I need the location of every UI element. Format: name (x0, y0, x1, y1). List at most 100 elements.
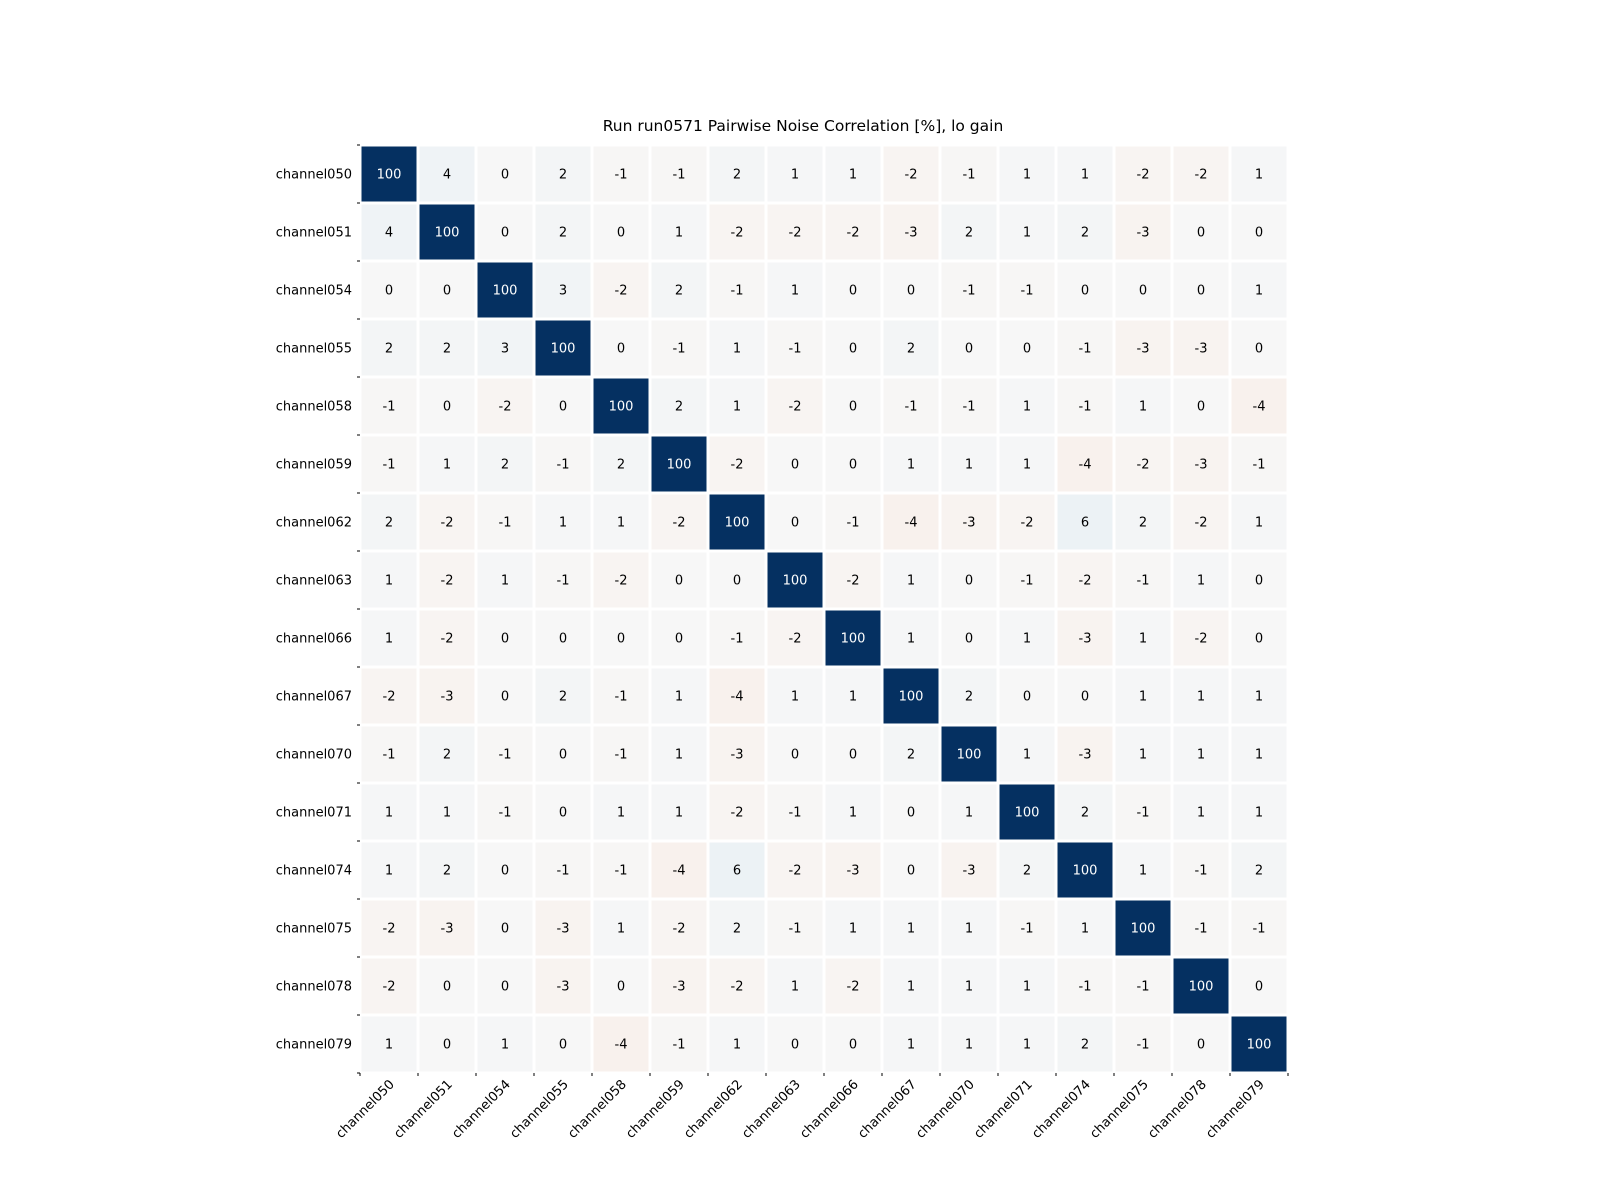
cell-value-label: 2 (1081, 1038, 1089, 1053)
heatmap-cell (477, 262, 533, 318)
cell-value-label: 0 (849, 342, 857, 357)
heatmap-cell (419, 494, 475, 550)
cell-value-label: 0 (559, 400, 567, 415)
cell-value-label: 0 (849, 748, 857, 763)
cell-value-label: 2 (385, 516, 393, 531)
cell-value-label: 100 (1247, 1038, 1272, 1053)
cell-value-label: 100 (841, 632, 866, 647)
x-axis-tick-label: channel067 (855, 1077, 920, 1142)
heatmap-cell (883, 552, 939, 608)
cell-value-label: -2 (383, 690, 396, 705)
cell-value-label: 2 (1255, 864, 1263, 879)
heatmap-cell (477, 552, 533, 608)
heatmap-cell (477, 1016, 533, 1072)
cell-value-label: -3 (1195, 342, 1208, 357)
cell-value-label: 1 (907, 632, 915, 647)
heatmap-cell (709, 320, 765, 376)
cell-value-label: 0 (1081, 690, 1089, 705)
cell-value-label: -2 (1137, 458, 1150, 473)
heatmap-cell (883, 262, 939, 318)
cell-value-label: -1 (1137, 806, 1150, 821)
heatmap-cell (941, 610, 997, 666)
heatmap-cell (651, 378, 707, 434)
cell-value-label: 1 (907, 1038, 915, 1053)
cell-value-label: 1 (385, 864, 393, 879)
heatmap-cell (825, 320, 881, 376)
heatmap-cell (651, 900, 707, 956)
cell-value-label: 0 (1255, 226, 1263, 241)
cell-value-label: 0 (617, 226, 625, 241)
heatmap-cell (767, 900, 823, 956)
cell-value-label: -1 (615, 690, 628, 705)
y-axis-tick-label: channel055 (276, 342, 352, 357)
heatmap-cell (709, 378, 765, 434)
cell-value-label: 1 (1255, 806, 1263, 821)
cell-value-label: 0 (907, 806, 915, 821)
cell-value-label: 2 (733, 168, 741, 183)
cell-value-label: 1 (965, 458, 973, 473)
cell-value-label: 2 (443, 342, 451, 357)
cell-value-label: 1 (733, 400, 741, 415)
heatmap-cell (477, 320, 533, 376)
heatmap-cell (535, 320, 591, 376)
cell-value-label: -3 (963, 516, 976, 531)
cell-value-label: 1 (1139, 748, 1147, 763)
heatmap-cell (477, 378, 533, 434)
heatmap-cell (361, 610, 417, 666)
heatmap-cell (999, 494, 1055, 550)
cell-value-label: 0 (501, 168, 509, 183)
cell-value-label: 2 (559, 226, 567, 241)
cell-value-label: -2 (731, 806, 744, 821)
heatmap-cell (941, 378, 997, 434)
cell-value-label: 1 (1023, 226, 1031, 241)
heatmap-cell (419, 842, 475, 898)
heatmap-cell (709, 842, 765, 898)
heatmap-cell (1231, 494, 1287, 550)
x-axis-tick-label: channel055 (507, 1077, 572, 1142)
heatmap-cell (709, 1016, 765, 1072)
cell-value-label: 6 (1081, 516, 1089, 531)
cell-value-label: 1 (1139, 632, 1147, 647)
heatmap-cell (999, 784, 1055, 840)
heatmap-cell (767, 1016, 823, 1072)
heatmap-cell (767, 262, 823, 318)
cell-value-label: -2 (731, 980, 744, 995)
heatmap-cell (767, 784, 823, 840)
cell-value-label: 0 (443, 400, 451, 415)
cell-value-label: -3 (1079, 632, 1092, 647)
heatmap-cell (419, 610, 475, 666)
cell-value-label: 0 (791, 1038, 799, 1053)
cell-value-label: 2 (965, 226, 973, 241)
cell-value-label: 0 (385, 284, 393, 299)
heatmap-cell (999, 262, 1055, 318)
cell-value-label: -2 (905, 168, 918, 183)
cell-value-label: -1 (847, 516, 860, 531)
cell-value-label: 2 (1081, 806, 1089, 821)
heatmap-cell (361, 436, 417, 492)
heatmap-cell (1231, 262, 1287, 318)
cell-value-label: 1 (907, 980, 915, 995)
heatmap-cell (1173, 378, 1229, 434)
cell-value-label: 0 (501, 226, 509, 241)
heatmap-cell (1115, 900, 1171, 956)
cell-value-label: -3 (1137, 342, 1150, 357)
cell-value-label: -3 (557, 922, 570, 937)
cell-value-label: -1 (673, 168, 686, 183)
heatmap-cell (883, 436, 939, 492)
heatmap-cell (1115, 958, 1171, 1014)
cell-value-label: 0 (1197, 1038, 1205, 1053)
cell-value-label: 1 (675, 806, 683, 821)
cell-value-label: -1 (383, 458, 396, 473)
heatmap-cell (651, 668, 707, 724)
y-axis-tick-label: channel071 (276, 806, 352, 821)
heatmap-cell (1115, 494, 1171, 550)
cell-value-label: 0 (559, 806, 567, 821)
heatmap-cell (941, 842, 997, 898)
heatmap-cell (651, 1016, 707, 1072)
x-axis-tick-label: channel079 (1203, 1077, 1268, 1142)
cell-value-label: 0 (791, 516, 799, 531)
heatmap-cell (593, 900, 649, 956)
heatmap-cell (1057, 378, 1113, 434)
heatmap-cell (1173, 204, 1229, 260)
heatmap-cell (767, 552, 823, 608)
